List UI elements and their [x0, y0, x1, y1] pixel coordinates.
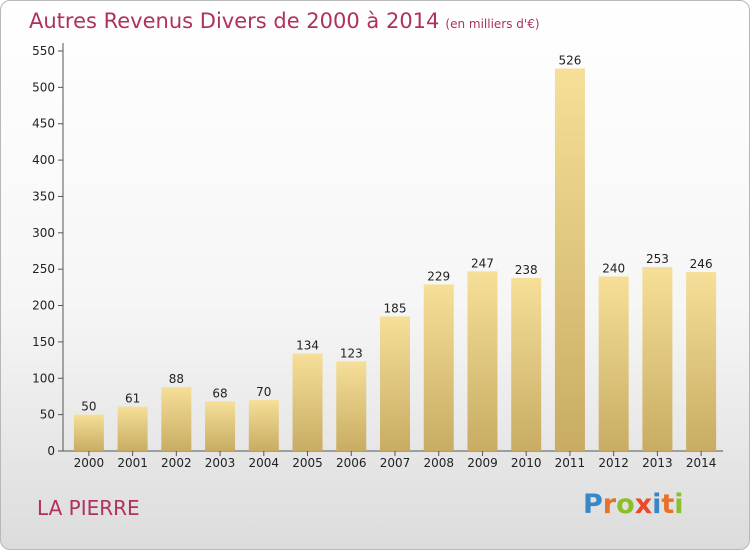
data-label-2014: 246	[690, 257, 713, 271]
data-label-2012: 240	[602, 261, 625, 275]
data-label-2003: 68	[212, 387, 227, 401]
data-label-2002: 88	[169, 372, 184, 386]
chart-unit: (en milliers d'€)	[445, 17, 540, 31]
data-label-2007: 185	[384, 301, 407, 315]
data-label-2010: 238	[515, 263, 538, 277]
x-tick-label: 2003	[205, 456, 236, 470]
x-tick-label: 2002	[161, 456, 192, 470]
y-tick-label: 550	[32, 44, 55, 58]
place-name: LA PIERRE	[37, 496, 140, 520]
x-axis: 2000 2001 2002 2003 2004 2005 2006 2007 2008 2009…	[63, 450, 723, 470]
x-tick-label: 2009	[467, 456, 498, 470]
bar-2012	[598, 276, 629, 451]
data-label-2008: 229	[427, 269, 450, 283]
x-tick-label: 2008	[423, 456, 454, 470]
chart-title: Autres Revenus Divers de 2000 à 2014	[29, 9, 440, 33]
bar-2000	[73, 414, 104, 451]
logo-letter: r	[602, 489, 617, 520]
data-label-2009: 247	[471, 256, 494, 270]
x-tick-label: 2013	[642, 456, 673, 470]
data-label-2011: 526	[558, 53, 581, 67]
x-tick-label: 2012	[598, 456, 629, 470]
x-tick-label: 2011	[555, 456, 586, 470]
bar-2001	[117, 406, 148, 451]
logo-letter: t	[661, 489, 675, 520]
x-tick-label: 2001	[117, 456, 148, 470]
bar-2005	[292, 353, 323, 451]
bar-2014	[686, 272, 717, 451]
data-label-2006: 123	[340, 347, 363, 361]
x-tick-label: 2006	[336, 456, 367, 470]
x-tick-label: 2007	[380, 456, 411, 470]
data-label-2000: 50	[81, 400, 96, 414]
data-label-2013: 253	[646, 252, 669, 266]
bar-2007	[380, 316, 410, 451]
bar-2008	[423, 284, 454, 451]
data-label-2004: 70	[256, 385, 271, 399]
y-tick-label: 50	[40, 408, 55, 422]
bar-2010	[511, 277, 542, 451]
chart-title-block: Autres Revenus Divers de 2000 à 2014 (en …	[29, 9, 540, 33]
bar-2013	[642, 267, 673, 451]
bar-2002	[161, 387, 192, 451]
data-label-2005: 134	[296, 339, 319, 353]
logo-letter: x	[634, 489, 653, 520]
x-tick-label: 2014	[686, 456, 717, 470]
y-tick-label: 350	[32, 189, 55, 203]
bar-2011	[554, 68, 585, 452]
bar-2009	[467, 271, 498, 451]
y-tick-label: 100	[32, 371, 55, 385]
y-tick-label: 500	[32, 80, 55, 94]
y-tick-label: 150	[32, 335, 55, 349]
logo-letter: i	[652, 489, 662, 520]
y-tick-label: 450	[32, 117, 55, 131]
y-tick-label: 0	[47, 444, 55, 458]
bar-2003	[205, 401, 236, 451]
bar-2006	[336, 361, 367, 451]
logo-letter: i	[674, 489, 684, 520]
bar-2004	[248, 400, 279, 451]
y-tick-label: 300	[32, 226, 55, 240]
x-tick-label: 2000	[74, 456, 105, 470]
proxiti-logo[interactable]: Proxiti	[583, 489, 684, 520]
y-tick-label: 250	[32, 262, 55, 276]
logo-letter: o	[616, 489, 635, 520]
x-tick-label: 2010	[511, 456, 542, 470]
bars	[73, 68, 717, 452]
x-tick-label: 2004	[249, 456, 280, 470]
y-tick-label: 400	[32, 153, 55, 167]
x-tick-label: 2005	[292, 456, 323, 470]
y-axis: 0 50 100 150 200 250 300 350 400 450 500 550	[32, 43, 64, 458]
data-label-2001: 61	[125, 392, 140, 406]
logo-letter: P	[583, 489, 603, 520]
data-labels: 50 61 88 68 70 134 123 185 229 247 238 526 240 253 246	[81, 53, 712, 413]
y-tick-label: 200	[32, 299, 55, 313]
